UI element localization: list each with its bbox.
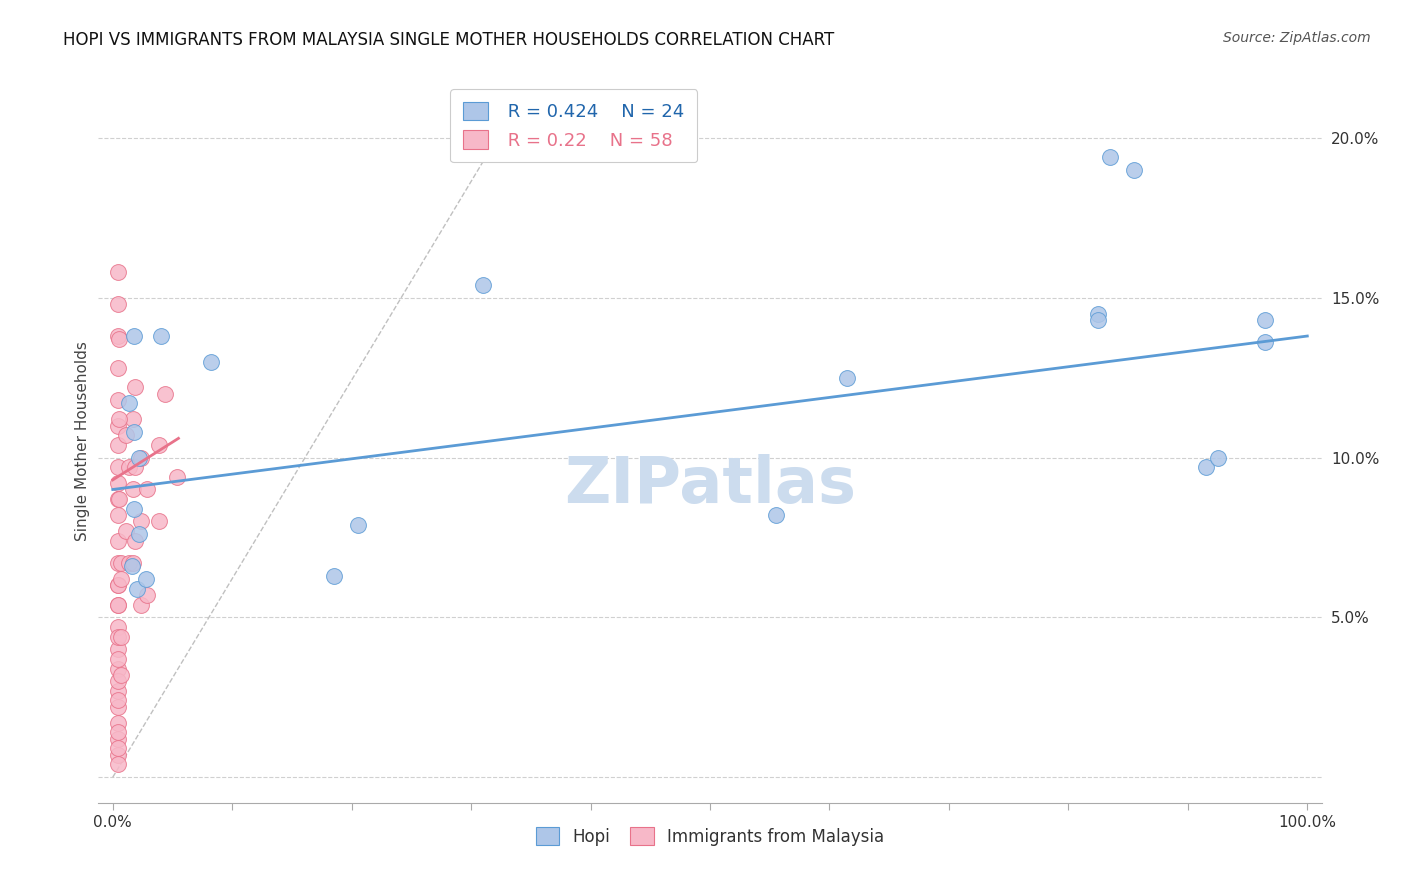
Point	[122, 425, 145, 439]
Point	[121, 559, 143, 574]
Point	[148, 438, 170, 452]
Point	[107, 652, 129, 666]
Point	[765, 508, 787, 522]
Point	[1123, 162, 1146, 177]
Point	[1099, 150, 1122, 164]
Point	[122, 556, 145, 570]
Point	[122, 329, 145, 343]
Point	[107, 747, 129, 762]
Point	[107, 693, 129, 707]
Y-axis label: Single Mother Households: Single Mother Households	[75, 342, 90, 541]
Point	[107, 630, 129, 644]
Point	[135, 572, 157, 586]
Point	[107, 731, 129, 746]
Point	[107, 598, 129, 612]
Point	[115, 428, 138, 442]
Point	[122, 483, 145, 497]
Point	[107, 438, 129, 452]
Point	[148, 515, 170, 529]
Point	[1087, 313, 1109, 327]
Point	[107, 715, 129, 730]
Text: ZIPatlas: ZIPatlas	[564, 454, 856, 516]
Point	[118, 556, 141, 570]
Point	[131, 598, 153, 612]
Point	[128, 450, 150, 465]
Point	[118, 460, 141, 475]
Point	[107, 392, 129, 407]
Point	[110, 556, 132, 570]
Point	[107, 725, 129, 739]
Point	[107, 533, 129, 548]
Point	[1254, 313, 1277, 327]
Point	[128, 527, 150, 541]
Point	[107, 699, 129, 714]
Point	[107, 332, 129, 346]
Point	[124, 533, 146, 548]
Point	[136, 483, 159, 497]
Point	[110, 668, 132, 682]
Point	[118, 396, 141, 410]
Point	[125, 582, 148, 596]
Point	[107, 684, 129, 698]
Point	[107, 508, 129, 522]
Point	[124, 380, 146, 394]
Point	[122, 412, 145, 426]
Point	[107, 329, 129, 343]
Point	[1206, 450, 1229, 465]
Point	[107, 741, 129, 756]
Point	[131, 450, 153, 465]
Point	[107, 265, 129, 279]
Point	[124, 460, 146, 475]
Point	[110, 572, 132, 586]
Point	[131, 515, 153, 529]
Text: HOPI VS IMMIGRANTS FROM MALAYSIA SINGLE MOTHER HOUSEHOLDS CORRELATION CHART: HOPI VS IMMIGRANTS FROM MALAYSIA SINGLE …	[63, 31, 835, 49]
Point	[200, 354, 222, 368]
Point	[107, 476, 129, 491]
Point	[107, 492, 129, 507]
Point	[107, 556, 129, 570]
Point	[107, 598, 129, 612]
Point	[322, 569, 344, 583]
Point	[107, 418, 129, 433]
Point	[107, 578, 129, 592]
Point	[107, 361, 129, 376]
Point	[136, 588, 159, 602]
Point	[166, 469, 188, 483]
Point	[107, 661, 129, 675]
Point	[837, 370, 859, 384]
Point	[122, 501, 145, 516]
Point	[107, 757, 129, 772]
Point	[346, 517, 368, 532]
Point	[107, 412, 129, 426]
Point	[107, 620, 129, 634]
Point	[110, 630, 132, 644]
Point	[1087, 307, 1109, 321]
Point	[155, 386, 177, 401]
Point	[1195, 460, 1218, 475]
Point	[107, 297, 129, 311]
Text: Source: ZipAtlas.com: Source: ZipAtlas.com	[1223, 31, 1371, 45]
Point	[107, 578, 129, 592]
Point	[107, 674, 129, 689]
Point	[472, 277, 495, 292]
Point	[107, 642, 129, 657]
Point	[115, 524, 138, 538]
Point	[107, 492, 129, 507]
Point	[1254, 335, 1277, 350]
Legend: Hopi, Immigrants from Malaysia: Hopi, Immigrants from Malaysia	[529, 821, 891, 852]
Point	[107, 460, 129, 475]
Point	[149, 329, 172, 343]
